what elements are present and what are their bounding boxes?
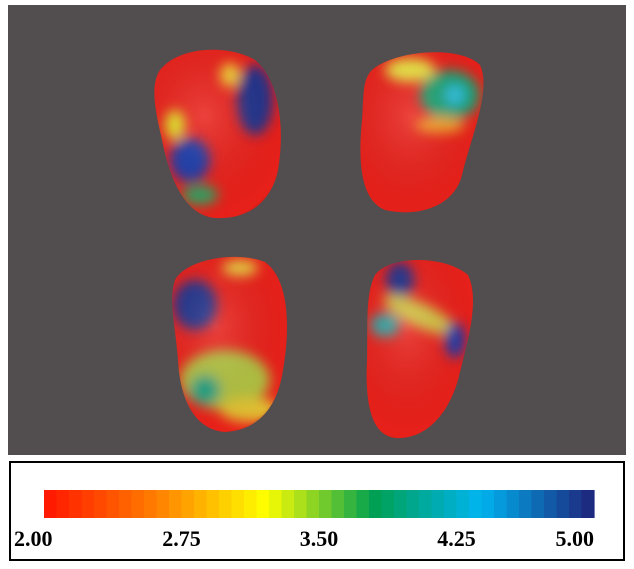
colorbar-step <box>194 490 207 518</box>
colorbar-step <box>369 490 382 518</box>
colorbar-step <box>94 490 107 518</box>
colorbar-step <box>307 490 320 518</box>
colorbar-step <box>257 490 270 518</box>
colorbar-step <box>469 490 482 518</box>
colorbar-step <box>157 490 170 518</box>
colorbar-step <box>119 490 132 518</box>
colorbar-step <box>294 490 307 518</box>
colorbar-step <box>332 490 345 518</box>
colorbar-step <box>482 490 495 518</box>
colorbar-step <box>82 490 95 518</box>
colorbar-step <box>357 490 370 518</box>
colorbar-step <box>44 490 57 518</box>
colorbar-step <box>394 490 407 518</box>
colorbar-step <box>244 490 257 518</box>
colorbar-step <box>444 490 457 518</box>
colorbar-step <box>169 490 182 518</box>
tick-label: 4.25 <box>437 526 476 551</box>
colorbar-step <box>232 490 245 518</box>
colorbar-step <box>282 490 295 518</box>
colorbar-step <box>432 490 445 518</box>
colorbar-step <box>557 490 570 518</box>
colorbar-step <box>182 490 195 518</box>
tick-label: 2.00 <box>14 526 53 551</box>
colorbar-step <box>494 490 507 518</box>
colorbar-step <box>132 490 145 518</box>
page: 2.002.753.504.255.00 (() => { const data… <box>0 0 634 569</box>
colorbar-step <box>457 490 470 518</box>
colorbar-step <box>69 490 82 518</box>
tick-label: 5.00 <box>556 526 595 551</box>
colorbar-step <box>544 490 557 518</box>
colorbar-step <box>269 490 282 518</box>
colorbar-step <box>519 490 532 518</box>
colorbar-step <box>144 490 157 518</box>
tick-label: 3.50 <box>300 526 339 551</box>
colorbar-step <box>407 490 420 518</box>
colorbar-step <box>207 490 220 518</box>
colorbar-step <box>57 490 70 518</box>
colorbar-step <box>319 490 332 518</box>
viewport <box>8 5 626 455</box>
colorbar-step <box>344 490 357 518</box>
colorbar-step <box>419 490 432 518</box>
figure: 2.00 2.75 3.50 4.25 5.00 <box>0 0 634 569</box>
colorbar-step <box>532 490 545 518</box>
colorbar-step <box>507 490 520 518</box>
colorbar-step <box>219 490 232 518</box>
tick-label: 2.75 <box>162 526 201 551</box>
colorbar-step <box>107 490 120 518</box>
colorbar-step <box>382 490 395 518</box>
colorbar-step <box>582 490 595 518</box>
colorbar-step <box>569 490 582 518</box>
